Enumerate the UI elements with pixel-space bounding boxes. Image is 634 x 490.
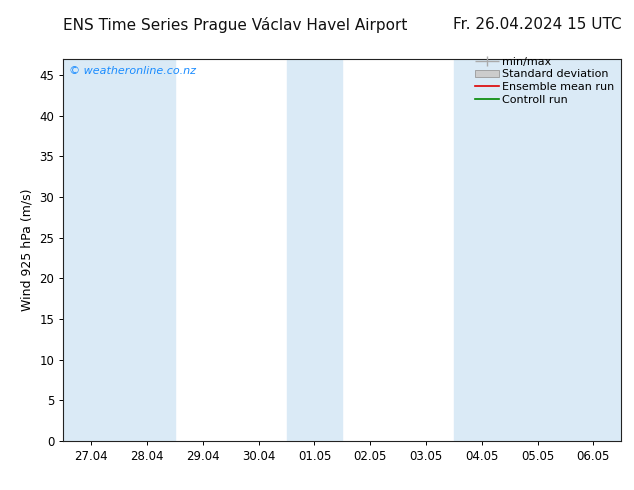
Text: © weatheronline.co.nz: © weatheronline.co.nz [69, 67, 196, 76]
Y-axis label: Wind 925 hPa (m/s): Wind 925 hPa (m/s) [21, 189, 34, 311]
Bar [287, 59, 342, 441]
Bar [454, 59, 510, 441]
Text: Fr. 26.04.2024 15 UTC: Fr. 26.04.2024 15 UTC [453, 17, 621, 32]
Bar [119, 59, 175, 441]
Text: ENS Time Series Prague Václav Havel Airport: ENS Time Series Prague Václav Havel Airp… [63, 17, 408, 33]
Bar [510, 59, 566, 441]
Bar [63, 59, 119, 441]
Legend: min/max, Standard deviation, Ensemble mean run, Controll run: min/max, Standard deviation, Ensemble me… [475, 57, 616, 105]
Bar [566, 59, 621, 441]
